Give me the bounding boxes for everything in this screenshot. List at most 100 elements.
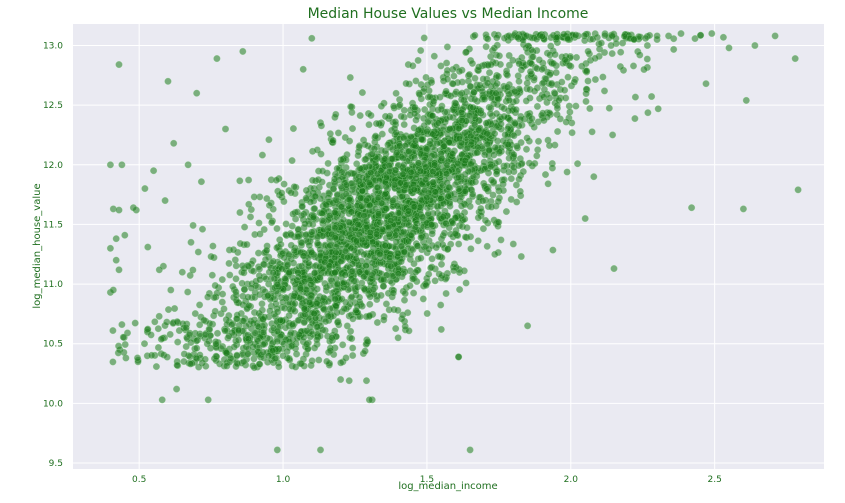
data-point xyxy=(422,281,430,289)
data-point xyxy=(538,65,546,73)
data-point xyxy=(308,248,316,256)
data-point xyxy=(512,181,520,189)
data-point xyxy=(466,233,475,241)
data-point xyxy=(387,217,395,225)
data-point xyxy=(610,265,618,273)
data-point xyxy=(617,48,625,56)
x-tick-label: 2.0 xyxy=(564,475,579,485)
data-point xyxy=(581,214,589,223)
data-point xyxy=(260,260,268,268)
data-point xyxy=(506,116,514,124)
data-point xyxy=(115,206,123,214)
data-point xyxy=(263,246,271,254)
data-point xyxy=(708,29,716,38)
data-point xyxy=(605,104,613,112)
data-point xyxy=(249,319,257,327)
data-point xyxy=(517,66,525,74)
data-point xyxy=(311,269,319,277)
data-point xyxy=(431,161,439,169)
data-point xyxy=(358,202,366,210)
data-point xyxy=(240,358,248,366)
data-point xyxy=(702,80,710,88)
data-point xyxy=(596,45,604,53)
data-point xyxy=(333,191,341,199)
data-point xyxy=(366,300,374,308)
data-point xyxy=(297,360,305,368)
data-point xyxy=(247,284,255,292)
data-point xyxy=(201,355,209,363)
data-point xyxy=(530,123,538,131)
data-point xyxy=(299,65,307,73)
data-point xyxy=(302,194,310,202)
data-point xyxy=(540,85,548,93)
data-point xyxy=(192,337,201,345)
data-point xyxy=(540,116,548,124)
data-point xyxy=(180,350,188,358)
data-point xyxy=(431,188,439,196)
data-point xyxy=(457,212,465,220)
data-point xyxy=(313,323,321,331)
data-point xyxy=(234,336,243,344)
data-point xyxy=(437,62,445,70)
data-point xyxy=(362,217,370,225)
data-point xyxy=(531,87,539,95)
data-point xyxy=(420,114,428,122)
data-point xyxy=(109,358,117,366)
data-point xyxy=(349,344,357,352)
data-point xyxy=(489,191,497,199)
data-point xyxy=(468,59,476,67)
data-point xyxy=(487,203,496,211)
data-point xyxy=(421,186,429,195)
data-point xyxy=(233,315,241,323)
data-point xyxy=(609,131,617,139)
data-point xyxy=(471,178,479,186)
data-point xyxy=(535,56,543,64)
data-point xyxy=(677,30,685,38)
data-point xyxy=(353,160,361,168)
data-point xyxy=(564,34,572,43)
data-point xyxy=(258,300,266,308)
data-point xyxy=(305,259,313,267)
data-point xyxy=(466,202,474,210)
data-point xyxy=(461,129,469,137)
data-point xyxy=(309,213,317,221)
data-point xyxy=(191,310,199,318)
data-point xyxy=(300,318,308,327)
data-point xyxy=(431,277,439,285)
data-point xyxy=(653,32,661,40)
data-point xyxy=(601,31,609,40)
data-point xyxy=(410,203,418,211)
data-point xyxy=(534,118,542,126)
data-point xyxy=(422,243,430,251)
data-point xyxy=(691,35,699,43)
data-point xyxy=(226,271,234,279)
data-point xyxy=(114,349,122,357)
data-point xyxy=(456,286,464,294)
data-point xyxy=(302,186,310,194)
data-point xyxy=(411,137,419,145)
data-point xyxy=(348,335,356,343)
data-point xyxy=(548,164,556,172)
data-point xyxy=(349,315,357,323)
data-point xyxy=(144,243,152,251)
data-point xyxy=(301,277,309,285)
data-point xyxy=(269,257,277,265)
data-point xyxy=(572,53,581,61)
data-point xyxy=(381,112,390,120)
data-point xyxy=(564,73,572,81)
data-point xyxy=(558,78,566,86)
data-point xyxy=(349,351,357,360)
data-point xyxy=(313,299,321,307)
data-point xyxy=(256,276,264,284)
data-point xyxy=(328,334,336,342)
data-point xyxy=(309,176,317,184)
data-point xyxy=(538,32,546,41)
data-point xyxy=(544,180,552,188)
data-point xyxy=(417,234,425,242)
data-point xyxy=(321,258,329,266)
data-point xyxy=(590,173,598,181)
x-tick-label: 1.5 xyxy=(420,475,434,485)
data-point xyxy=(245,302,253,310)
data-point xyxy=(218,298,226,306)
